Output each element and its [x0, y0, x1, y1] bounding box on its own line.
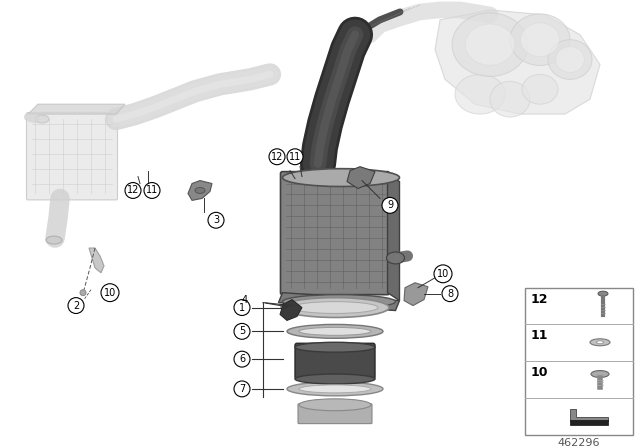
Polygon shape — [404, 283, 428, 306]
Circle shape — [269, 149, 285, 165]
Circle shape — [234, 351, 250, 367]
Ellipse shape — [596, 341, 604, 344]
Ellipse shape — [590, 339, 610, 346]
Text: 12: 12 — [531, 293, 548, 306]
Polygon shape — [570, 420, 608, 425]
Circle shape — [68, 297, 84, 314]
Text: 5: 5 — [239, 326, 245, 336]
Text: 11: 11 — [289, 152, 301, 162]
Circle shape — [101, 284, 119, 302]
Text: 10: 10 — [531, 366, 548, 379]
Text: 6: 6 — [239, 354, 245, 364]
Text: 4: 4 — [242, 295, 248, 305]
Circle shape — [144, 182, 160, 198]
Ellipse shape — [46, 236, 62, 244]
Circle shape — [208, 212, 224, 228]
Polygon shape — [278, 293, 399, 310]
Text: 12: 12 — [127, 185, 139, 195]
Circle shape — [234, 381, 250, 397]
Ellipse shape — [455, 74, 505, 114]
Circle shape — [234, 323, 250, 339]
Ellipse shape — [281, 297, 389, 318]
Polygon shape — [347, 167, 375, 189]
Circle shape — [80, 290, 86, 296]
Ellipse shape — [299, 327, 371, 336]
Ellipse shape — [465, 24, 515, 65]
Text: 10: 10 — [104, 288, 116, 297]
Ellipse shape — [299, 399, 371, 411]
Circle shape — [434, 265, 452, 283]
Text: 1: 1 — [239, 302, 245, 313]
Ellipse shape — [282, 295, 396, 309]
Ellipse shape — [195, 188, 205, 194]
Ellipse shape — [591, 370, 609, 378]
FancyBboxPatch shape — [525, 288, 633, 435]
Text: 11: 11 — [531, 329, 548, 342]
Ellipse shape — [490, 82, 530, 117]
Text: 3: 3 — [213, 215, 219, 225]
Ellipse shape — [598, 291, 608, 296]
Ellipse shape — [522, 74, 558, 104]
Ellipse shape — [510, 14, 570, 65]
Text: 12: 12 — [271, 152, 283, 162]
Ellipse shape — [556, 47, 584, 73]
Polygon shape — [188, 181, 212, 200]
Ellipse shape — [292, 302, 378, 314]
Text: 2: 2 — [73, 301, 79, 310]
FancyBboxPatch shape — [298, 404, 372, 424]
Ellipse shape — [287, 382, 383, 396]
Text: 10: 10 — [437, 269, 449, 279]
Polygon shape — [28, 104, 125, 114]
Circle shape — [442, 286, 458, 302]
Text: 462296: 462296 — [557, 439, 600, 448]
Polygon shape — [570, 409, 608, 421]
Circle shape — [234, 300, 250, 315]
Polygon shape — [435, 10, 600, 114]
Ellipse shape — [295, 342, 375, 352]
Polygon shape — [280, 300, 302, 320]
Ellipse shape — [452, 13, 528, 77]
Ellipse shape — [282, 168, 399, 186]
Text: 8: 8 — [447, 289, 453, 299]
FancyBboxPatch shape — [280, 172, 390, 295]
Ellipse shape — [387, 252, 404, 264]
Text: 11: 11 — [146, 185, 158, 195]
Text: 9: 9 — [387, 200, 393, 211]
Ellipse shape — [548, 40, 592, 79]
Ellipse shape — [287, 324, 383, 338]
Circle shape — [125, 182, 141, 198]
FancyBboxPatch shape — [26, 112, 118, 200]
Text: 7: 7 — [239, 384, 245, 394]
Circle shape — [287, 149, 303, 165]
Ellipse shape — [299, 385, 371, 393]
Polygon shape — [387, 174, 399, 301]
Circle shape — [382, 198, 398, 213]
Polygon shape — [89, 248, 104, 273]
Ellipse shape — [35, 115, 49, 123]
FancyBboxPatch shape — [295, 343, 375, 379]
Ellipse shape — [520, 23, 559, 56]
Ellipse shape — [295, 374, 375, 384]
